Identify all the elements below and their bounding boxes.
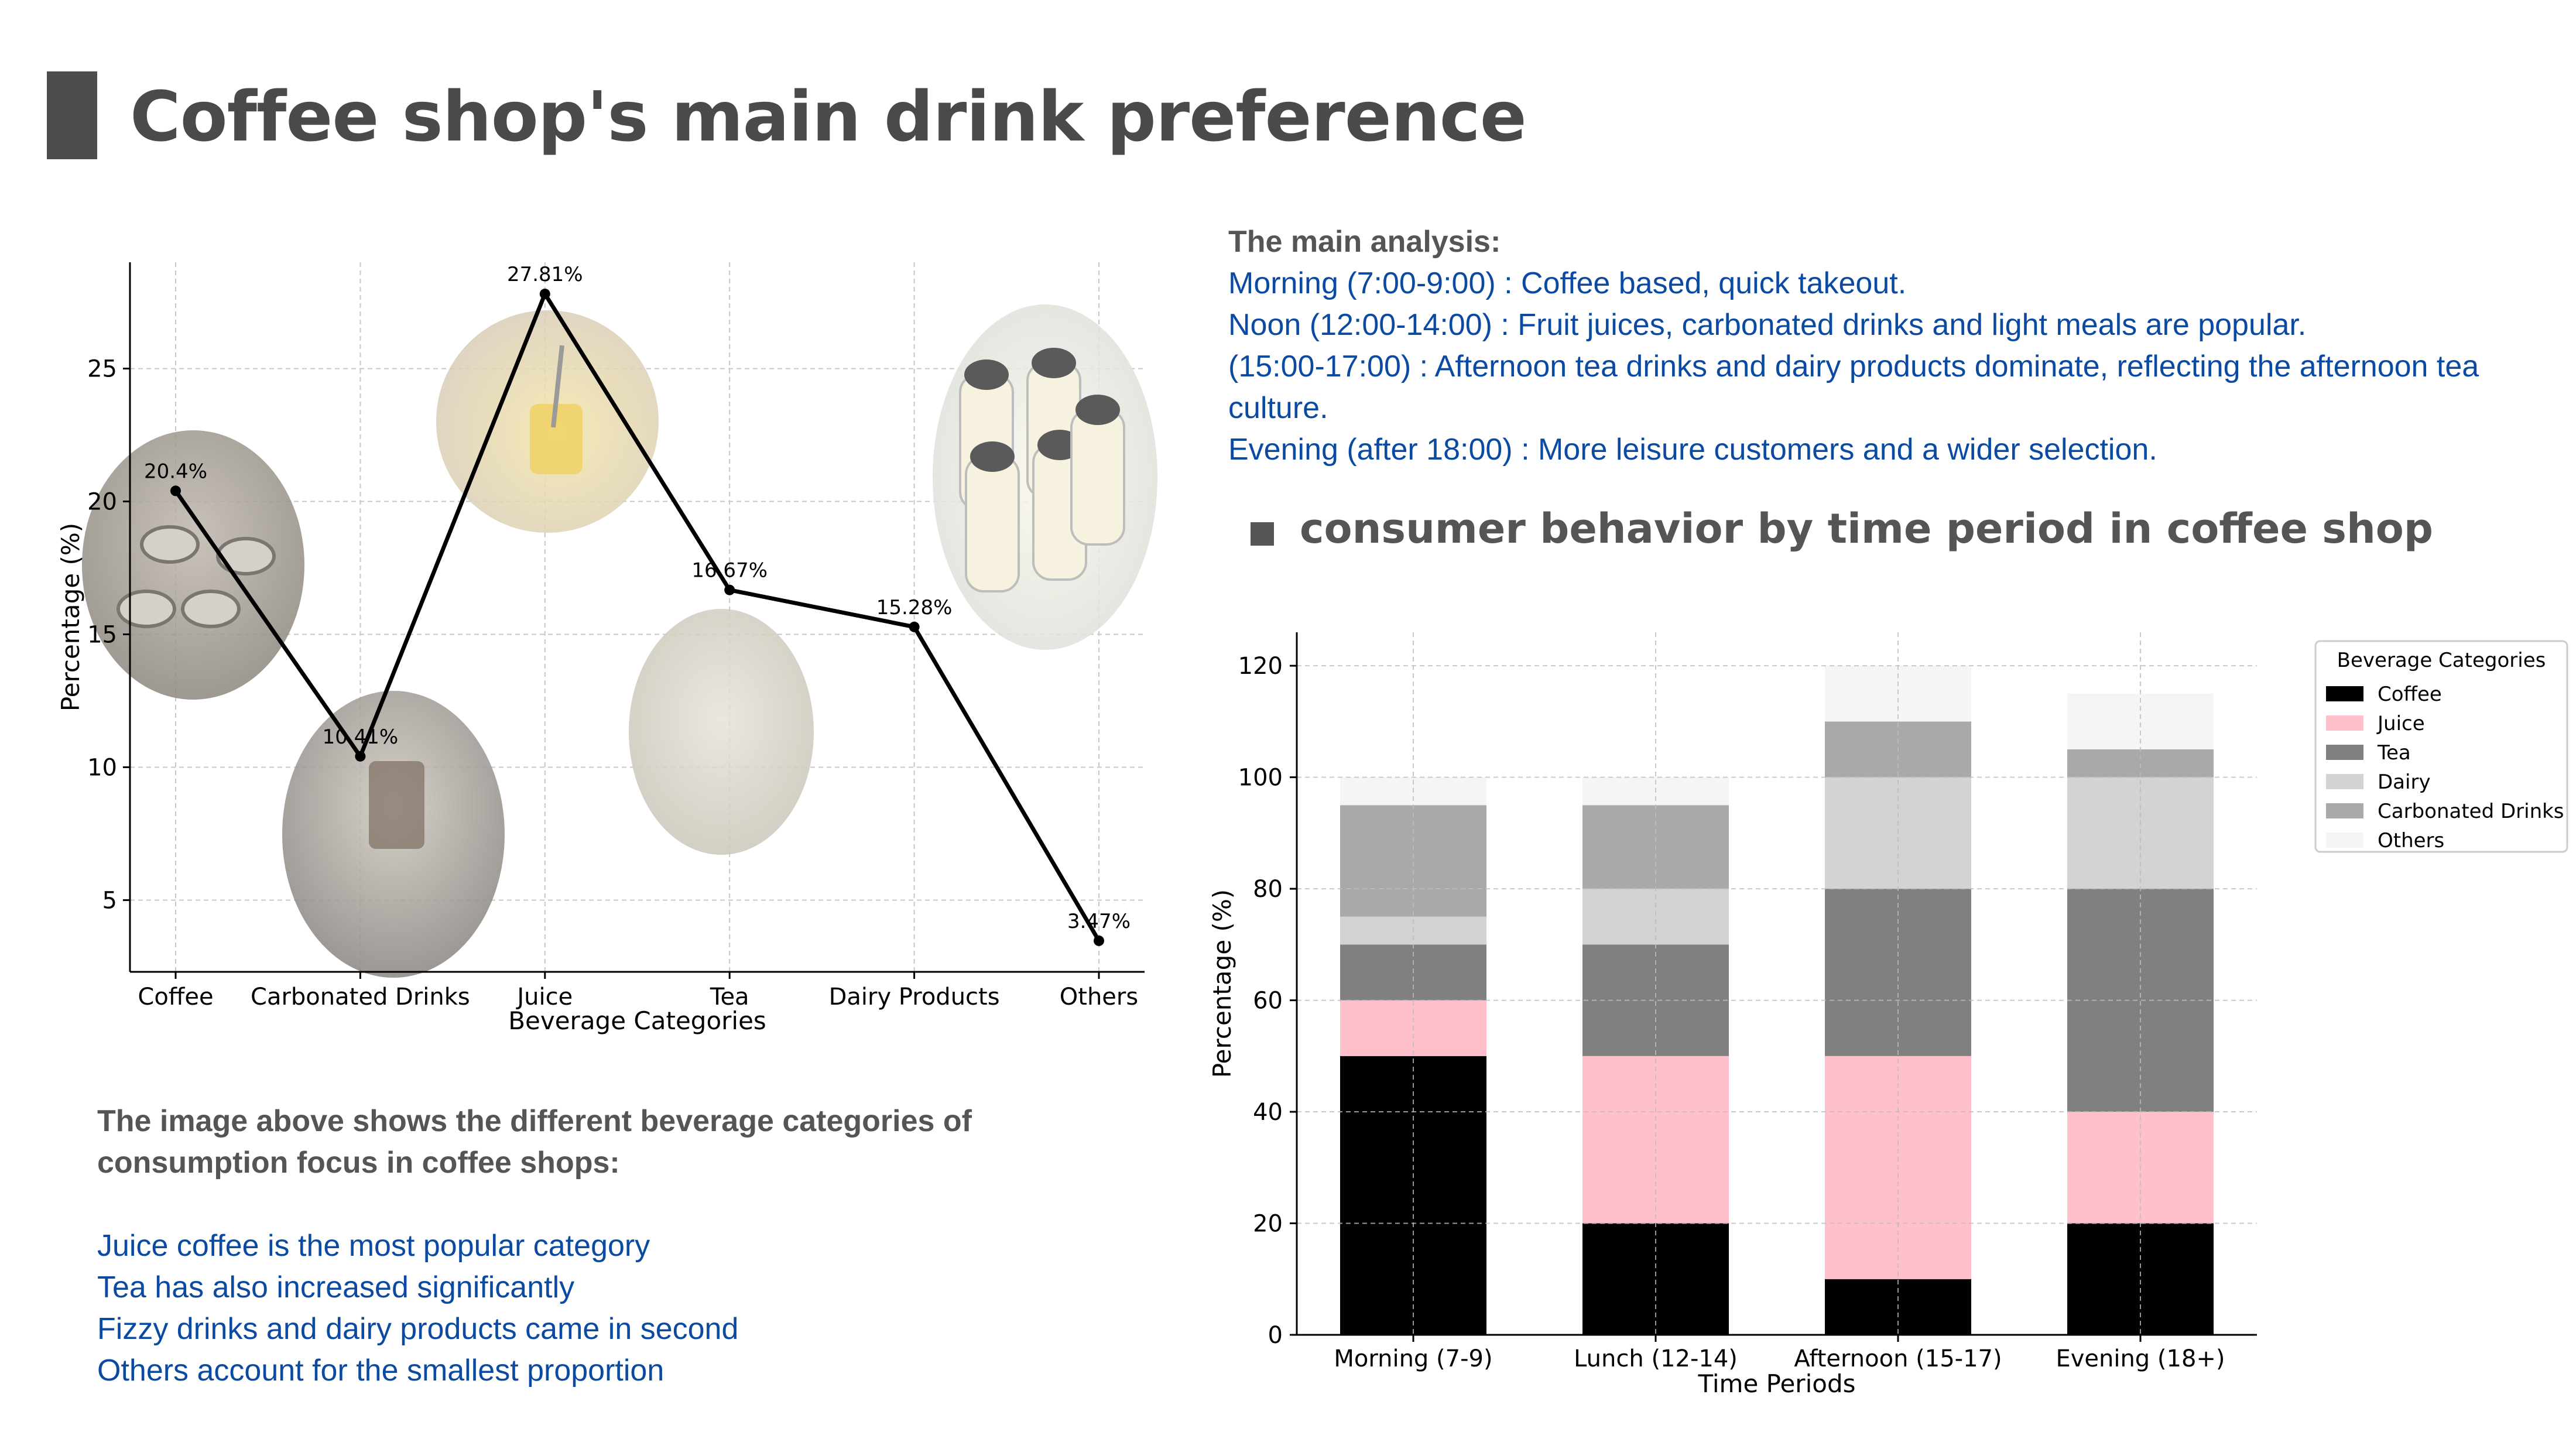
data-point	[909, 621, 920, 632]
bar-segment-tea	[2067, 889, 2214, 1112]
y-axis-title: Percentage (%)	[56, 523, 85, 711]
series-line	[174, 289, 1101, 942]
analysis-line: Morning (7:00-9:00) : Coffee based, quic…	[1228, 266, 1907, 300]
data-label: 3.47%	[1067, 910, 1131, 933]
legend-label: Juice	[2376, 712, 2425, 735]
analysis-line: culture.	[1228, 391, 1328, 425]
x-tick-label: Morning (7-9)	[1334, 1345, 1492, 1372]
legend-label: Coffee	[2378, 683, 2442, 706]
data-label: 16.67%	[691, 559, 768, 583]
y-tick-label: 20	[87, 489, 117, 516]
data-point	[539, 289, 550, 300]
coffee-cup	[140, 525, 200, 564]
y-tick-label: 10	[87, 754, 117, 781]
analysis-heading: The main analysis:	[1228, 225, 1501, 259]
data-point	[1094, 935, 1104, 946]
y-axis-title: Percentage (%)	[1208, 889, 1236, 1078]
data-label: 10.41%	[323, 725, 399, 749]
bottle-cap	[1075, 395, 1120, 425]
straw	[551, 345, 564, 428]
bar-segment-coffee	[1340, 1056, 1486, 1335]
legend-label: Carbonated Drinks	[2378, 800, 2564, 823]
analysis-line: (15:00-17:00) : Afternoon tea drinks and…	[1228, 350, 2479, 383]
milk-bottle	[965, 455, 1020, 592]
y-tick-label: 5	[102, 887, 117, 914]
x-tick-label: Evening (18+)	[2056, 1345, 2225, 1372]
x-axis-title: Beverage Categories	[508, 1006, 766, 1035]
section-title: consumer behavior by time period in coff…	[1300, 505, 2434, 553]
coffee-cup	[181, 590, 241, 628]
analysis-line: Noon (12:00-14:00) : Fruit juices, carbo…	[1228, 308, 2307, 342]
y-tick-label: 25	[87, 356, 117, 383]
bottle-cap	[964, 359, 1009, 390]
y-tick-label: 60	[1253, 988, 1283, 1015]
bottle-cap	[970, 441, 1015, 472]
analysis-panel: The main analysis: Morning (7:00-9:00) :…	[1228, 221, 2546, 471]
tea-photo	[629, 609, 814, 855]
legend-swatch	[2326, 803, 2363, 818]
summary-heading: consumption focus in coffee shops:	[97, 1146, 620, 1180]
x-tick-label: Carbonated Drinks	[251, 984, 470, 1010]
juice-cup	[530, 404, 583, 474]
y-tick-label: 40	[1253, 1099, 1283, 1126]
bottle-cap	[1032, 348, 1076, 378]
coffee-cup	[117, 590, 176, 628]
iced-coffee-glass	[369, 761, 424, 849]
legend-label: Dairy	[2378, 770, 2431, 794]
data-point	[355, 751, 366, 762]
legend-swatch	[2326, 774, 2363, 789]
legend-label: Others	[2378, 829, 2444, 852]
x-tick-label: Lunch (12-14)	[1574, 1345, 1738, 1372]
y-tick-label: 120	[1238, 653, 1283, 680]
analysis-line: Evening (after 18:00) : More leisure cus…	[1228, 433, 2157, 467]
data-label: 20.4%	[144, 460, 207, 483]
x-tick-label: Dairy Products	[829, 984, 1000, 1010]
summary-panel: The image above shows the different beve…	[97, 1101, 1151, 1392]
legend-title: Beverage Categories	[2337, 649, 2546, 672]
summary-line: Juice coffee is the most popular categor…	[97, 1229, 650, 1263]
y-tick-label: 0	[1268, 1322, 1283, 1349]
x-tick-label: Tea	[710, 984, 749, 1010]
x-tick-label: Juice	[515, 984, 573, 1010]
summary-line: Others account for the smallest proporti…	[97, 1354, 664, 1388]
coffee-photo	[82, 430, 304, 700]
stacked-bar-chart: 0 20 40 60 80 100 120 Morning (7-9) Lunch (12-14…	[1208, 632, 2568, 1398]
summary-line: Fizzy drinks and dairy products came in …	[97, 1312, 739, 1346]
y-tick-label: 80	[1253, 876, 1283, 903]
data-point	[170, 485, 181, 496]
data-label: 15.28%	[876, 596, 953, 619]
x-tick-label: Afternoon (15-17)	[1794, 1345, 2002, 1372]
line-chart: 5 10 15 20 25 Coffee Carbonated Drinks Juice Tea…	[56, 262, 1157, 1035]
y-tick-label: 100	[1238, 765, 1283, 792]
legend-swatch	[2326, 745, 2363, 760]
summary-line: Tea has also increased significantly	[97, 1270, 575, 1304]
coffee-cup	[216, 537, 276, 576]
data-label: 27.81%	[507, 263, 583, 286]
x-tick-label: Others	[1060, 984, 1138, 1010]
y-tick-label: 20	[1253, 1211, 1283, 1238]
milk-bottle	[1070, 409, 1125, 546]
x-tick-label: Coffee	[138, 984, 213, 1010]
legend-swatch	[2326, 715, 2363, 731]
legend-swatch	[2326, 833, 2363, 848]
legend-swatch	[2326, 686, 2363, 701]
summary-heading: The image above shows the different beve…	[97, 1104, 972, 1138]
title-accent-bar	[47, 71, 97, 159]
page-title: Coffee shop's main drink preference	[130, 76, 1527, 157]
y-tick-label: 15	[87, 622, 117, 649]
x-axis-title: Time Periods	[1698, 1369, 1856, 1398]
legend-box	[2314, 640, 2568, 853]
legend-label: Tea	[2377, 741, 2411, 765]
section-bullet	[1251, 522, 1274, 546]
data-point	[724, 584, 735, 595]
